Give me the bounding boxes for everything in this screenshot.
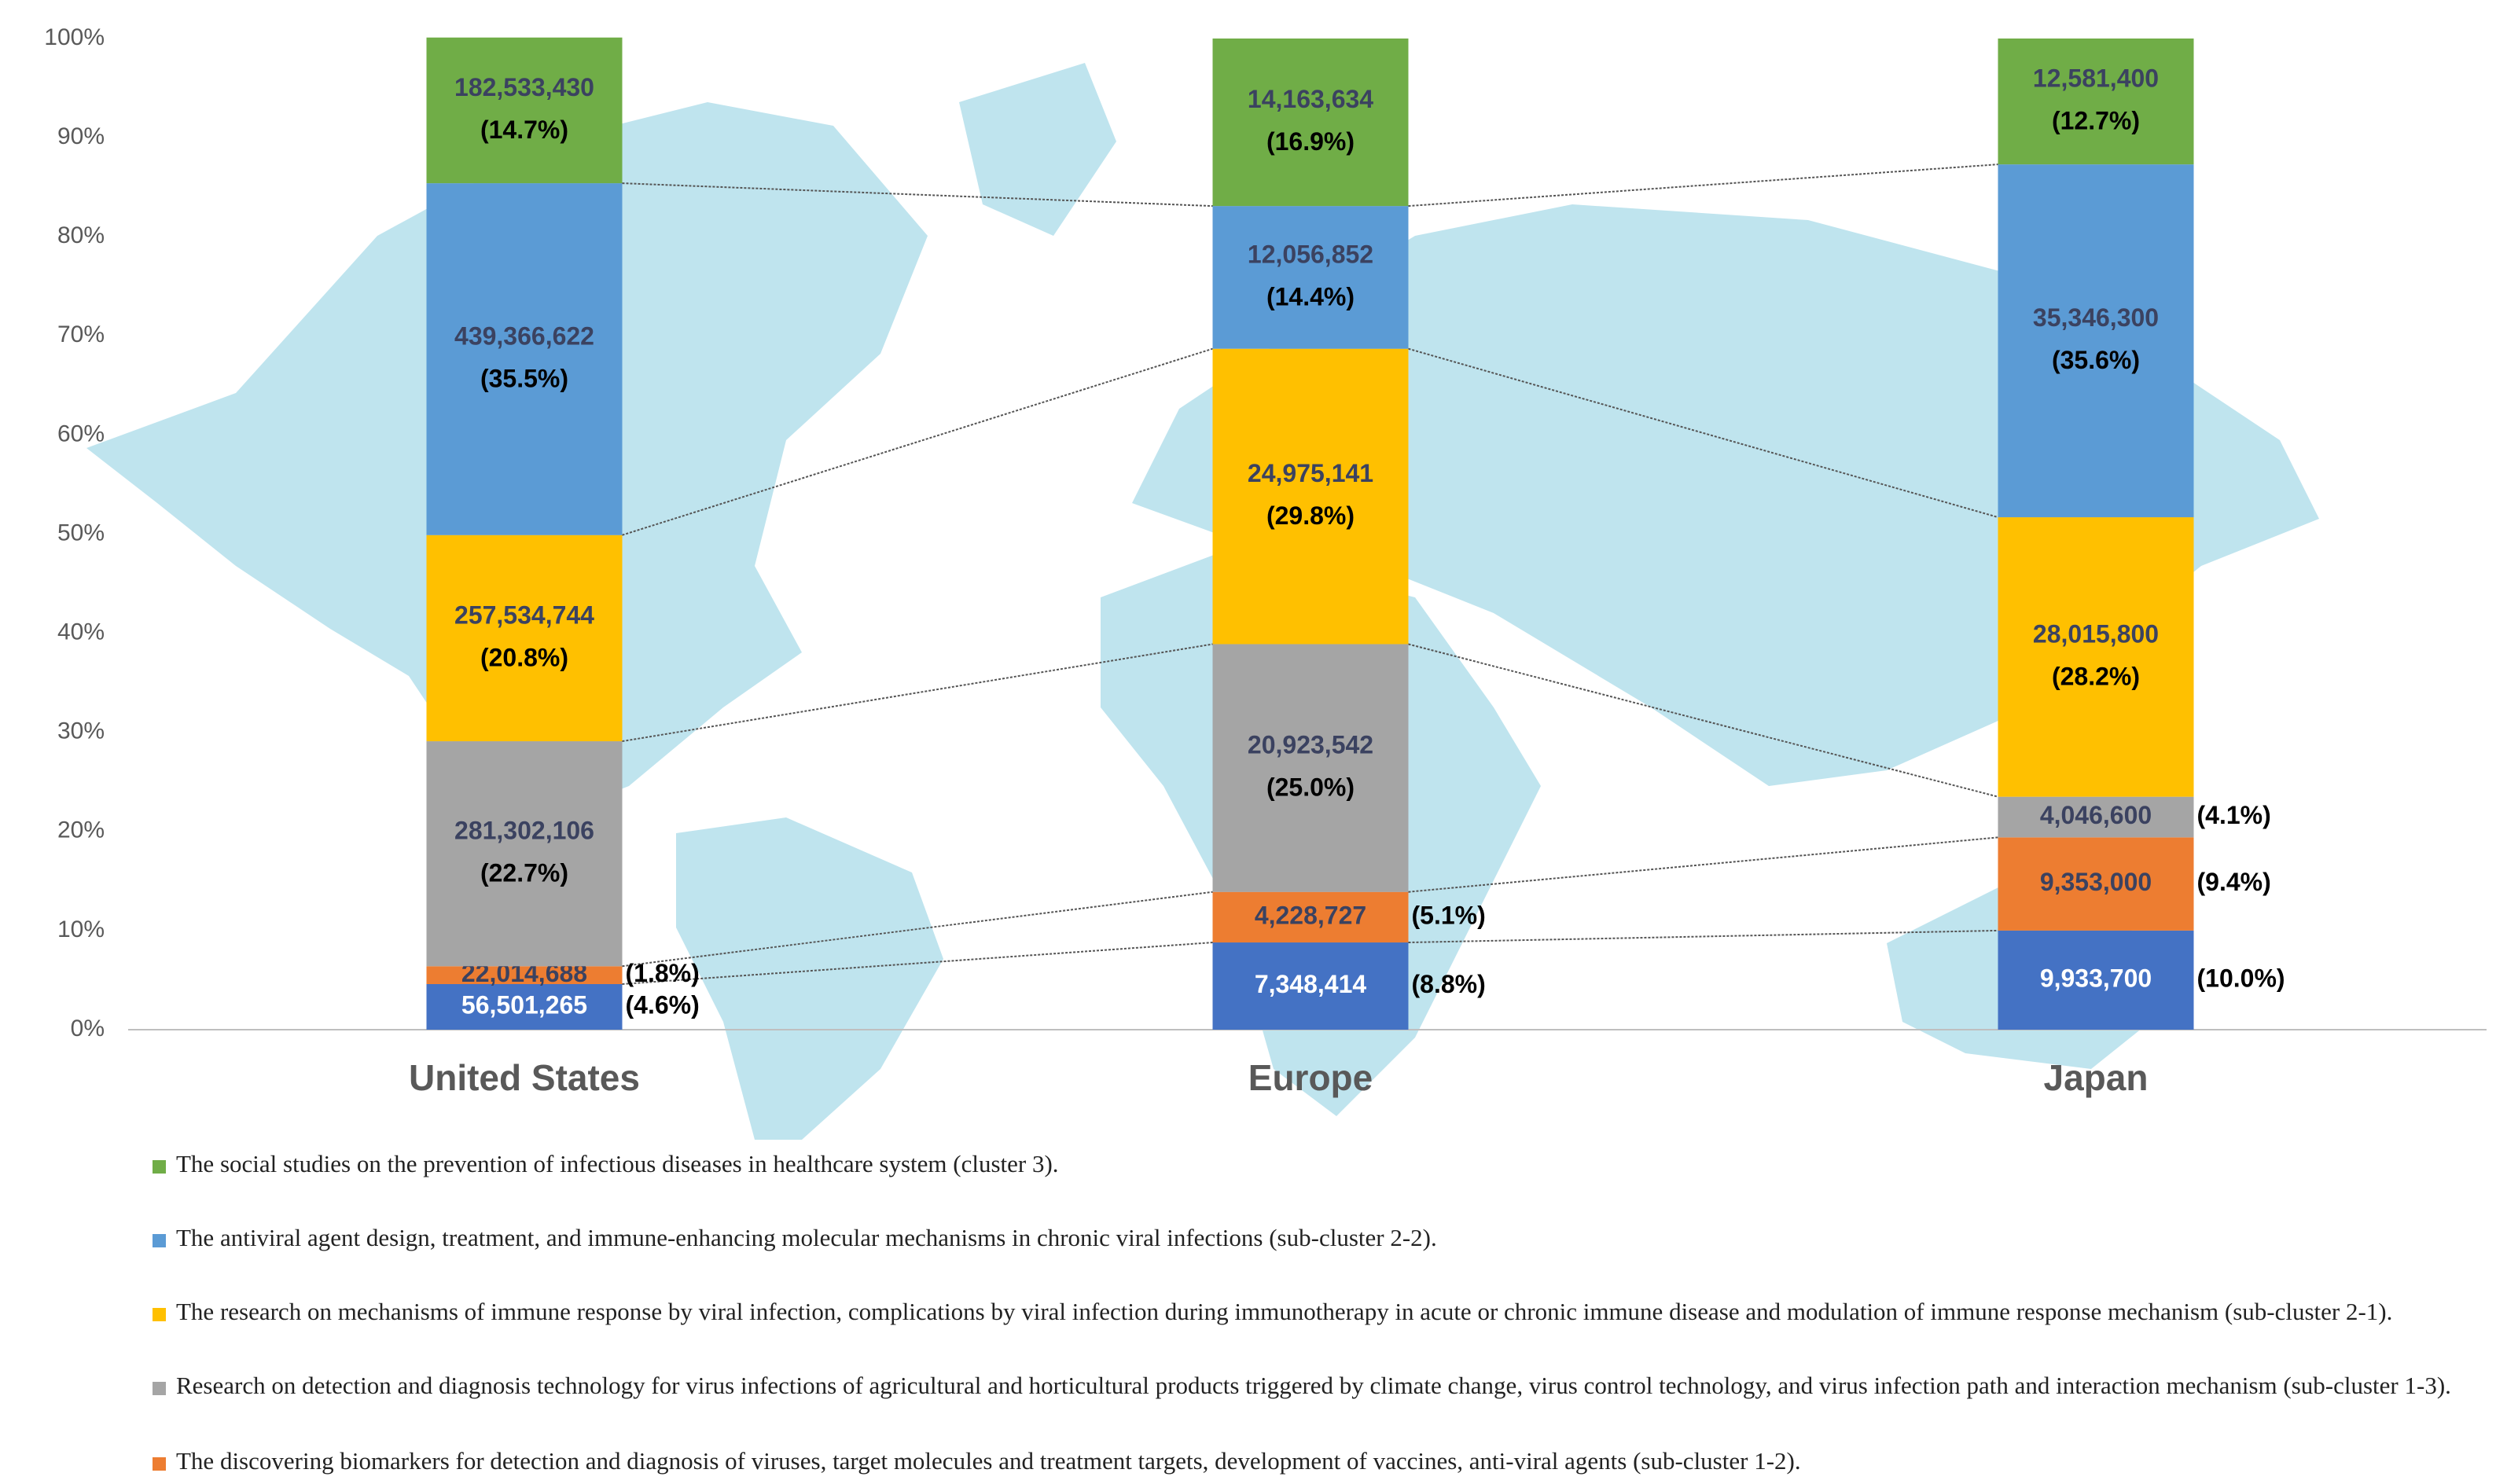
legend-swatch bbox=[153, 1457, 166, 1471]
legend-swatch bbox=[153, 1234, 166, 1247]
legend-item: The discovering biomarkers for detection… bbox=[153, 1446, 2479, 1475]
connector-line bbox=[622, 891, 1213, 968]
legend-label: Research on detection and diagnosis tech… bbox=[176, 1372, 2451, 1399]
legend-item: The antiviral agent design, treatment, a… bbox=[153, 1223, 2479, 1252]
connector-line bbox=[1408, 347, 1998, 519]
connector-line bbox=[1408, 836, 1998, 893]
bar-segment bbox=[1998, 796, 2194, 838]
data-label: (14.7%) bbox=[480, 116, 568, 144]
legend-swatch bbox=[153, 1160, 166, 1174]
data-label: (14.4%) bbox=[1266, 282, 1355, 310]
y-tick-label: 100% bbox=[44, 24, 105, 50]
bar-segment bbox=[1998, 39, 2194, 165]
bar-segment bbox=[1998, 164, 2194, 518]
amount-label: 24,975,141 bbox=[1248, 459, 1373, 487]
amount-label: 12,056,852 bbox=[1248, 240, 1373, 268]
data-label: (10.0%) bbox=[2197, 964, 2285, 992]
legend-item: Research on detection and diagnosis tech… bbox=[153, 1371, 2479, 1400]
legend-swatch bbox=[153, 1382, 166, 1395]
bar-segment bbox=[1212, 891, 1409, 943]
data-label: (4.6%) bbox=[626, 990, 700, 1019]
data-label: (4.1%) bbox=[2197, 801, 2271, 829]
data-label: (9.4%) bbox=[2197, 868, 2271, 896]
connector-line bbox=[1408, 643, 1998, 798]
legend-item: The social studies on the prevention of … bbox=[153, 1149, 2479, 1178]
connector-line bbox=[622, 643, 1213, 743]
x-tick-label: United States bbox=[409, 1057, 640, 1098]
amount-label: 439,366,622 bbox=[454, 321, 594, 350]
connector-line bbox=[622, 347, 1213, 536]
bar-segment bbox=[1212, 644, 1409, 892]
connector-line bbox=[1408, 163, 1998, 208]
data-label: (25.0%) bbox=[1266, 773, 1355, 802]
connector-line bbox=[1408, 929, 1998, 944]
connectors bbox=[622, 163, 1998, 985]
bar-segment bbox=[1212, 39, 1409, 207]
legend-swatch bbox=[153, 1308, 166, 1321]
bar-segment bbox=[426, 37, 623, 184]
data-label: (29.8%) bbox=[1266, 501, 1355, 530]
amount-label: 14,163,634 bbox=[1248, 85, 1373, 113]
connector-line bbox=[622, 942, 1213, 985]
amount-label: 12,581,400 bbox=[2033, 64, 2159, 93]
y-tick-label: 50% bbox=[57, 520, 105, 545]
amount-label: 7,348,414 bbox=[1255, 970, 1367, 998]
data-label: (5.1%) bbox=[1412, 901, 1486, 929]
amount-label: 182,533,430 bbox=[454, 73, 594, 101]
bar-segment bbox=[1212, 348, 1409, 645]
x-tick-label: Japan bbox=[2044, 1057, 2149, 1098]
y-tick-label: 30% bbox=[57, 718, 105, 744]
y-tick-label: 80% bbox=[57, 222, 105, 248]
legend-label: The social studies on the prevention of … bbox=[176, 1150, 1059, 1177]
y-tick-label: 0% bbox=[71, 1016, 105, 1041]
bar-segment bbox=[1998, 837, 2194, 931]
connector-line bbox=[622, 182, 1213, 208]
bar-segment bbox=[1998, 517, 2194, 797]
bar-segment bbox=[426, 966, 623, 984]
data-label: (35.6%) bbox=[2052, 346, 2140, 374]
legend-label: The research on mechanisms of immune res… bbox=[176, 1298, 2393, 1325]
x-tick-label: Europe bbox=[1248, 1057, 1373, 1098]
amount-label: 35,346,300 bbox=[2033, 303, 2159, 332]
amount-label: 28,015,800 bbox=[2033, 619, 2159, 648]
data-label: (16.9%) bbox=[1266, 127, 1355, 156]
bar-segment bbox=[426, 983, 623, 1030]
amount-label: 257,534,744 bbox=[454, 601, 594, 629]
amount-label: 9,933,700 bbox=[2040, 964, 2152, 992]
y-tick-label: 60% bbox=[57, 421, 105, 446]
amount-label: 4,046,600 bbox=[2040, 801, 2152, 829]
data-label: (35.5%) bbox=[480, 364, 568, 392]
amount-label: 4,228,727 bbox=[1255, 901, 1366, 929]
amount-label: 56,501,265 bbox=[461, 990, 587, 1019]
legend-item: The research on mechanisms of immune res… bbox=[153, 1297, 2479, 1326]
y-tick-label: 20% bbox=[57, 817, 105, 843]
bar-segment bbox=[426, 183, 623, 535]
data-label: (8.8%) bbox=[1412, 970, 1486, 998]
chart: 0% 10% 20% 30% 40% 50% 60% 70% 80% 90% 100% United … bbox=[44, 24, 2487, 1140]
amount-label: 20,923,542 bbox=[1248, 731, 1373, 759]
bar-segment bbox=[1212, 206, 1409, 349]
bar-segment bbox=[1998, 930, 2194, 1030]
data-label: (1.8%) bbox=[626, 959, 700, 987]
data-label: (22.7%) bbox=[480, 859, 568, 887]
y-tick-label: 40% bbox=[57, 619, 105, 645]
world-map bbox=[86, 63, 2319, 1140]
legend-label: The discovering biomarkers for detection… bbox=[176, 1447, 1801, 1475]
bar-segment bbox=[426, 741, 623, 967]
legend-label: The antiviral agent design, treatment, a… bbox=[176, 1224, 1437, 1251]
y-tick-label: 90% bbox=[57, 123, 105, 149]
amount-label: 281,302,106 bbox=[454, 817, 594, 845]
amount-label: 9,353,000 bbox=[2040, 868, 2152, 896]
bar-segment bbox=[1212, 942, 1409, 1030]
data-label: (12.7%) bbox=[2052, 107, 2140, 135]
y-tick-label: 70% bbox=[57, 321, 105, 347]
y-tick-label: 10% bbox=[57, 916, 105, 942]
data-label: (20.8%) bbox=[480, 643, 568, 671]
bar-segment bbox=[426, 534, 623, 742]
data-label: (28.2%) bbox=[2052, 662, 2140, 690]
